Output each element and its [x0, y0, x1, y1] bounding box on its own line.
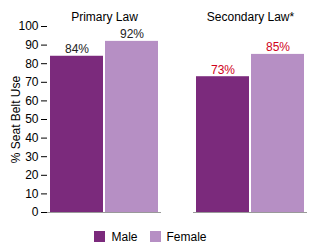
svg-text:% Seat Belt Use: % Seat Belt Use: [9, 75, 23, 163]
svg-text:84%: 84%: [65, 42, 89, 56]
html-text:Female: Female: [166, 229, 207, 244]
svg-text:80: 80: [25, 57, 39, 71]
svg-text:10: 10: [25, 187, 39, 201]
svg-text:73%: 73%: [211, 63, 235, 77]
svg-text:30: 30: [25, 150, 39, 164]
svg-text:85%: 85%: [266, 40, 290, 54]
svg-text:50: 50: [25, 112, 39, 126]
svg-text:40: 40: [25, 131, 39, 145]
svg-text:60: 60: [25, 94, 39, 108]
svg-text:Primary Law: Primary Law: [71, 10, 138, 24]
svg-text:Secondary Law*: Secondary Law*: [207, 10, 295, 24]
svg-text:70: 70: [25, 75, 39, 89]
svg-text:0: 0: [32, 205, 39, 218]
svg-text:100: 100: [18, 19, 38, 33]
html-text:Male: Male: [111, 229, 138, 244]
svg-text:20: 20: [25, 168, 39, 182]
svg-text:92%: 92%: [120, 27, 144, 41]
svg-text:90: 90: [25, 38, 39, 52]
